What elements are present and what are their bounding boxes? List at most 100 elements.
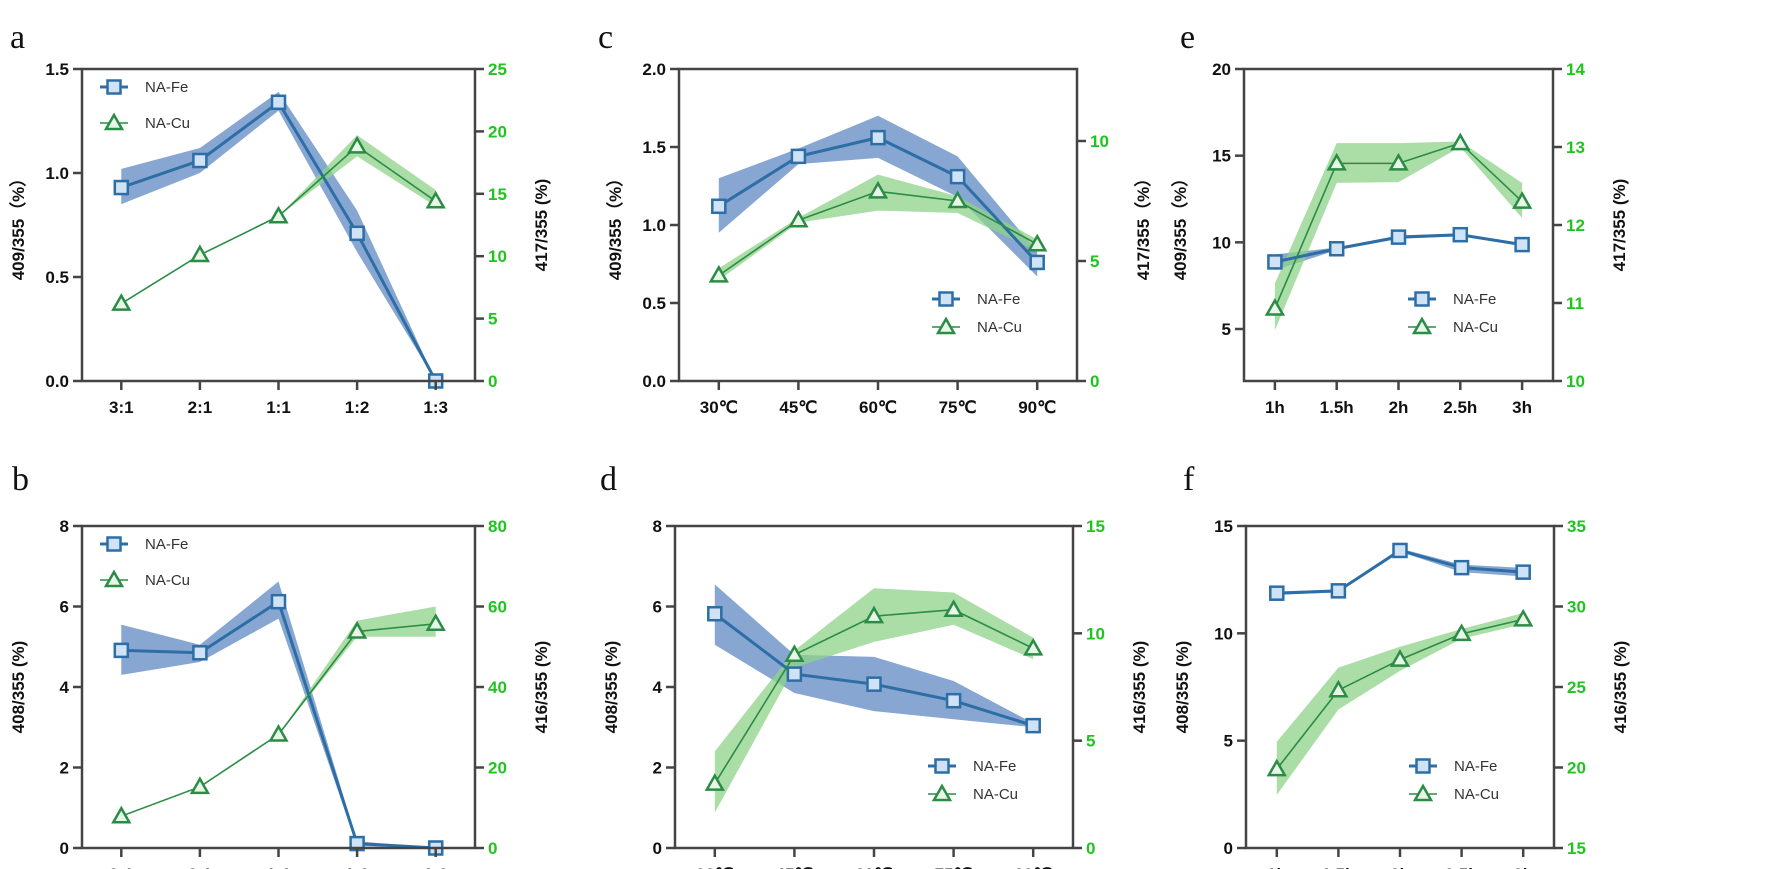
right-tick-label: 13 — [1566, 138, 1585, 157]
left-axis-title: 408/355 (%) — [9, 641, 28, 734]
cu-data-point — [268, 205, 289, 224]
left-axis-title: 409/355（%） — [1170, 170, 1190, 281]
left-tick-label: 15 — [1212, 147, 1231, 166]
x-tick-label: 1:1 — [266, 398, 291, 417]
legend-label: NA-Fe — [145, 536, 188, 553]
plot-frame — [1242, 67, 1555, 383]
cu-data-point — [425, 613, 446, 632]
legend-label: NA-Cu — [1454, 786, 1499, 803]
legend-label: NA-Fe — [145, 79, 188, 96]
legend-triangle-marker-icon — [931, 783, 953, 802]
right-tick-label: 25 — [1567, 678, 1586, 697]
fe-data-point — [1453, 559, 1470, 576]
x-tick-label: 2.5h — [1443, 398, 1477, 417]
left-tick-label: 0 — [60, 839, 69, 858]
x-tick-label: 1h — [1267, 865, 1287, 869]
chart-panel-a: a 0.0 0.5 1.0 1.5 0 5 10 15 20 25 3:1 2:1 1:1 1:2 1:3 40… — [8, 19, 551, 417]
cu-data-point — [1451, 623, 1472, 642]
left-tick-label: 15 — [1214, 517, 1233, 536]
left-tick-label: 6 — [60, 598, 69, 617]
fe-data-point — [113, 642, 130, 659]
panel-letter: e — [1180, 19, 1195, 56]
fe-data-point — [707, 605, 723, 622]
legend-square-marker-icon — [106, 79, 122, 95]
right-tick-label: 15 — [1086, 517, 1105, 536]
fe-data-point — [945, 692, 962, 709]
fe-data-point — [1025, 717, 1041, 734]
fe-data-point — [711, 198, 727, 215]
legend-square-marker-icon — [106, 536, 122, 552]
x-tick-label: 3:1 — [109, 398, 134, 417]
left-axis-title: 408/355 (%) — [1173, 641, 1192, 734]
fe-data-point — [270, 593, 287, 610]
right-tick-label: 10 — [1090, 132, 1109, 151]
right-tick-label: 0 — [1090, 372, 1099, 391]
cu-data-point — [425, 190, 446, 209]
left-tick-label: 0.5 — [45, 268, 69, 287]
left-tick-label: 6 — [653, 598, 662, 617]
right-tick-label: 10 — [1086, 624, 1105, 643]
left-tick-label: 10 — [1212, 233, 1231, 252]
panel-letter: b — [12, 461, 29, 498]
right-tick-label: 10 — [1566, 372, 1585, 391]
x-tick-label: 1.5h — [1321, 865, 1355, 869]
legend-square-marker-icon — [938, 291, 954, 307]
legend-label: NA-Cu — [145, 572, 190, 589]
left-axis-title: 409/355（%） — [605, 170, 625, 281]
right-axis-title: 416/355 (%) — [532, 641, 551, 734]
fe-error-band — [1276, 548, 1524, 595]
cu-data-point — [1388, 152, 1409, 171]
right-tick-label: 35 — [1567, 517, 1586, 536]
x-tick-label: 45℃ — [775, 865, 813, 869]
fe-data-point — [1269, 585, 1285, 601]
x-tick-label: 3h — [1512, 398, 1532, 417]
x-tick-label: 1:3 — [423, 865, 448, 869]
cu-data-point — [708, 264, 729, 283]
fe-data-point — [1330, 583, 1347, 599]
fe-data-point — [1029, 254, 1045, 271]
cu-data-point — [943, 599, 964, 617]
x-tick-label: 45℃ — [779, 398, 817, 417]
plot-frame — [80, 67, 477, 383]
fe-data-point — [1514, 236, 1530, 253]
fe-data-point — [113, 179, 130, 196]
fe-data-point — [1390, 229, 1407, 245]
left-tick-label: 1.5 — [45, 60, 69, 79]
cu-data-point — [863, 605, 885, 624]
fe-data-point — [192, 152, 208, 169]
legend-label: NA-Cu — [977, 319, 1022, 336]
cu-data-point — [189, 776, 211, 795]
chart-panel-c: c 0.0 0.5 1.0 1.5 2.0 0 5 10 30℃ 45℃ 60℃ 75℃ 90℃ 409/3… — [598, 19, 1153, 417]
right-tick-label: 15 — [1567, 839, 1586, 858]
chart-panel-f: f 0 5 10 15 15 20 25 30 35 1h 1.5h 2h 2.5h 3h 408/355 (… — [1173, 461, 1630, 869]
right-tick-label: 0 — [488, 839, 497, 858]
cu-data-point — [111, 293, 132, 311]
left-tick-label: 0.5 — [642, 294, 666, 313]
panel-letter: d — [600, 461, 617, 498]
cu-data-point — [189, 244, 211, 263]
right-tick-label: 5 — [1086, 732, 1095, 751]
plot-frame — [80, 524, 477, 850]
right-tick-label: 60 — [488, 598, 507, 617]
cu-data-point — [1450, 132, 1471, 151]
cu-data-point — [867, 180, 889, 199]
cu-data-point — [788, 209, 809, 228]
legend-square-marker-icon — [1415, 758, 1431, 774]
x-tick-label: 2.5h — [1445, 865, 1479, 869]
right-tick-label: 25 — [488, 60, 507, 79]
legend-square-marker-icon — [1414, 291, 1430, 307]
legend: NA-Fe NA-Cu — [932, 291, 1022, 336]
legend-label: NA-Cu — [973, 786, 1018, 803]
right-tick-label: 5 — [488, 310, 497, 329]
left-tick-label: 2 — [653, 759, 662, 778]
fe-data-point — [270, 94, 287, 111]
x-tick-label: 1:2 — [345, 865, 370, 869]
chart-panel-d: d 0 2 4 6 8 0 5 10 15 30℃ 45℃ 60℃ 75℃ 90℃ 408/355 (%) 41… — [600, 461, 1149, 869]
legend: NA-Fe NA-Cu — [928, 758, 1018, 803]
fe-data-point — [1515, 564, 1531, 580]
x-tick-label: 1:3 — [423, 398, 448, 417]
right-axis-title: 417/355 (%) — [1610, 179, 1629, 272]
right-axis-title: 417/355（%） — [1133, 170, 1153, 281]
right-tick-label: 10 — [488, 247, 507, 266]
